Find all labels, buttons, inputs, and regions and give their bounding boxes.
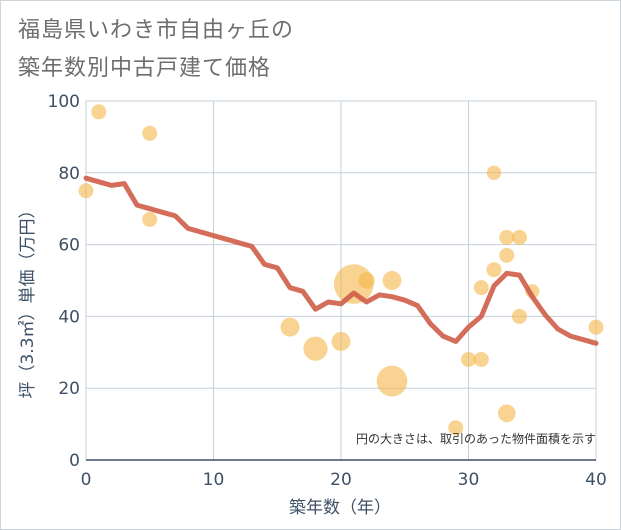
y-tick-label: 100 [48,92,80,112]
title-line-1: 福島県いわき市自由ヶ丘の [18,18,295,43]
x-tick-label: 20 [330,470,352,490]
data-bubble [588,319,604,335]
data-bubble [303,336,328,361]
data-bubble [486,165,502,180]
data-bubble [142,211,158,227]
x-tick-label: 40 [585,470,607,490]
data-bubble [78,183,94,199]
tick-labels: 0 20 40 60 80 100 0 10 20 30 40 [48,92,607,490]
size-note: 円の大きさは、取引のあった物件面積を示す [356,431,596,446]
data-bubble [142,125,158,141]
y-axis-title: 坪（3.3㎡）単価（万円） [18,201,38,398]
chart-title: 福島県いわき市自由ヶ丘の 築年数別中古戸建て価格 [18,12,438,88]
data-bubble [473,280,489,296]
y-tick-label: 20 [58,379,80,399]
trend-line [83,175,599,346]
y-tick-label: 0 [69,451,80,471]
y-tick-label: 60 [58,236,80,256]
data-bubble [382,271,402,290]
data-bubble [331,332,351,352]
x-tick-label: 10 [203,470,225,490]
x-axis-title: 築年数（年） [289,498,391,518]
data-bubble [497,404,516,423]
data-bubble [461,351,476,367]
data-bubble [280,317,300,337]
data-bubble [91,104,107,120]
data-bubble [512,229,527,245]
trend-line-group [83,175,599,346]
y-tick-label: 40 [58,307,80,327]
data-bubble [473,351,489,367]
title-line-2: 築年数別中古戸建て価格 [18,56,272,81]
y-tick-label: 80 [58,164,80,184]
data-bubble [448,420,464,436]
data-bubble [486,262,502,278]
data-bubble [358,272,375,289]
data-bubble [499,247,515,263]
data-bubble [512,308,527,324]
bubbles [78,104,604,436]
x-tick-label: 30 [458,470,480,490]
x-tick-label: 0 [81,470,92,490]
grid [85,100,597,461]
data-bubble [499,229,515,245]
data-bubble [376,365,408,397]
